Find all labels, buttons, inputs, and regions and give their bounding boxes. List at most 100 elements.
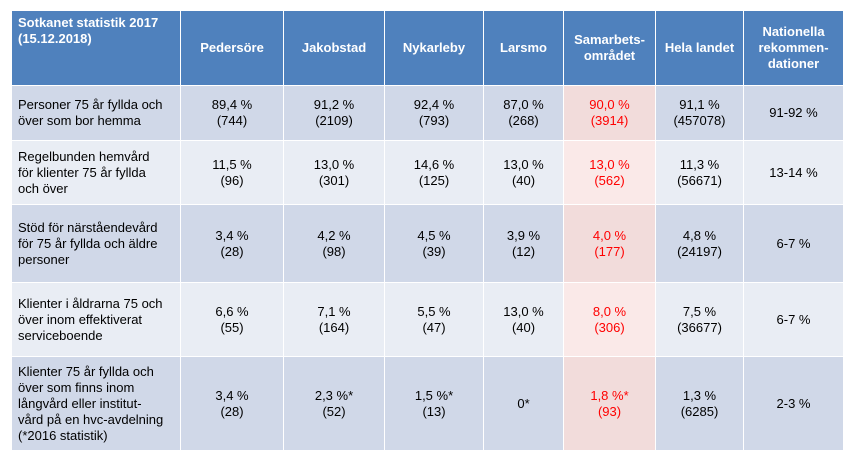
cell-value-line: (2109): [315, 113, 353, 128]
row-label-line: över som bor hemma: [18, 113, 141, 128]
row-label-line: och över: [18, 180, 68, 196]
statistics-table-wrapper: Sotkanet statistik 2017 (15.12.2018) Peder…: [11, 10, 844, 451]
cell-value-line: (24197): [677, 243, 722, 259]
table-row: Personer 75 år fyllda och över som bor he…: [11, 85, 844, 141]
table-title-line: Sotkanet statistik 2017: [18, 15, 159, 30]
table-cell: 5,5 % (47): [384, 282, 484, 357]
table-cell: 2-3 %: [743, 356, 844, 451]
column-header-line: Nykarleby: [402, 40, 466, 55]
table-cell: 2,3 %* (52): [283, 356, 385, 451]
table-cell: 92,4 % (793): [384, 85, 484, 141]
table-cell: 6-7 %: [743, 282, 844, 357]
cell-value-line: (744): [216, 113, 248, 128]
cell-value-line: (52): [322, 403, 346, 419]
row-label: Klienter 75 år fyllda och över som finns …: [11, 356, 181, 451]
row-label-line: över som finns inom: [18, 379, 135, 395]
table-cell: 91,2 % (2109): [283, 85, 385, 141]
cell-value-line: 14,6 %: [413, 156, 455, 172]
cell-value-line: 1,3 %: [682, 387, 717, 403]
table-row: Klienter 75 år fyllda och över som finns …: [11, 356, 844, 451]
cell-value-line: 8,0 %: [592, 303, 627, 319]
cell-value-line: 90,0 %: [589, 97, 630, 112]
cell-value-line: (98): [322, 243, 346, 259]
table-cell: 8,0 % (306): [563, 282, 656, 357]
cell-value-line: (39): [422, 243, 446, 259]
cell-value-line: (13): [422, 403, 446, 419]
table-cell: 91-92 %: [743, 85, 844, 141]
cell-value-line: 6-7 %: [776, 235, 811, 251]
cell-value-line: 4,0 %: [592, 227, 627, 243]
table-row: Regelbunden hemvård för klienter 75 år fy…: [11, 140, 844, 205]
cell-value-line: 4,2 %: [317, 227, 351, 243]
column-header-line: Larsmo: [500, 40, 547, 55]
statistics-table: Sotkanet statistik 2017 (15.12.2018) Peder…: [11, 10, 844, 451]
row-label-line: för 75 år fyllda och äldre: [18, 235, 158, 251]
cell-value-line: (55): [220, 319, 244, 335]
cell-value-line: (40): [511, 172, 536, 188]
table-cell: 7,5 % (36677): [655, 282, 744, 357]
table-cell: 1,8 %* (93): [563, 356, 656, 451]
table-row: Klienter i åldrarna 75 och över inom effe…: [11, 282, 844, 357]
cell-value-line: 4,8 %: [682, 227, 717, 243]
table-cell: 13,0 % (40): [483, 282, 564, 357]
column-header: Nykarleby: [384, 10, 484, 86]
table-cell: 6,6 % (55): [180, 282, 284, 357]
column-header-line: Jakobstad: [301, 40, 367, 55]
cell-value-line: (6285): [680, 403, 719, 419]
row-label-line: personer: [18, 251, 70, 267]
cell-value-line: (93): [597, 403, 622, 419]
column-header: Nationella rekommen-dationer: [743, 10, 844, 86]
cell-value-line: 91,1 %: [679, 97, 720, 112]
cell-value-line: 3,4 %: [215, 387, 249, 403]
cell-value-line: (3914): [590, 113, 629, 128]
cell-value-line: 2-3 %: [776, 395, 811, 411]
cell-value-line: 1,8 %*: [590, 387, 629, 403]
table-title-header: Sotkanet statistik 2017 (15.12.2018): [11, 10, 181, 86]
cell-value-line: 91-92 %: [769, 105, 818, 120]
table-cell: 3,4 % (28): [180, 356, 284, 451]
cell-value-line: (56671): [677, 172, 722, 188]
cell-value-line: 7,5 %: [682, 303, 717, 319]
row-label-line: serviceboende: [18, 327, 103, 343]
table-cell: 89,4 % (744): [180, 85, 284, 141]
table-cell: 4,2 % (98): [283, 204, 385, 283]
table-cell: 0*: [483, 356, 564, 451]
table-cell: 13,0 % (301): [283, 140, 385, 205]
cell-value-line: 13,0 %: [589, 156, 630, 172]
cell-value-line: (301): [318, 172, 350, 188]
column-header: Hela landet: [655, 10, 744, 86]
cell-value-line: 87,0 %: [503, 97, 544, 112]
table-cell: 14,6 % (125): [384, 140, 484, 205]
row-label-line: Stöd för närståendevård: [18, 219, 158, 235]
column-header: Larsmo: [483, 10, 564, 86]
cell-value-line: (40): [511, 319, 536, 335]
table-cell: 3,9 % (12): [483, 204, 564, 283]
cell-value-line: 3,9 %: [506, 227, 541, 243]
table-header-row: Sotkanet statistik 2017 (15.12.2018) Peder…: [11, 10, 844, 86]
column-header: Jakobstad: [283, 10, 385, 86]
cell-value-line: 5,5 %: [417, 303, 451, 319]
column-header-line: Pedersöre: [200, 40, 264, 55]
table-body: Personer 75 år fyllda och över som bor he…: [11, 85, 844, 451]
cell-value-line: (36677): [677, 319, 722, 335]
cell-value-line: (457078): [673, 113, 726, 128]
table-cell: 91,1 % (457078): [655, 85, 744, 141]
cell-value-line: 2,3 %*: [314, 387, 354, 403]
cell-value-line: 0*: [517, 395, 530, 411]
cell-value-line: (96): [220, 172, 244, 188]
cell-value-line: (562): [594, 172, 625, 188]
row-label: Klienter i åldrarna 75 och över inom effe…: [11, 282, 181, 357]
cell-value-line: 4,5 %: [417, 227, 451, 243]
cell-value-line: (793): [418, 113, 450, 128]
table-cell: 4,8 % (24197): [655, 204, 744, 283]
cell-value-line: (12): [511, 243, 536, 259]
row-label-line: Klienter 75 år fyllda och: [18, 363, 154, 379]
table-title-line: (15.12.2018): [18, 31, 92, 46]
column-header-line: området: [583, 48, 636, 63]
cell-value-line: 13,0 %: [503, 303, 544, 319]
cell-value-line: (164): [318, 319, 350, 335]
row-label-line: vård på en hvc-avdelning: [18, 411, 164, 427]
column-header-line: Nationella: [762, 24, 825, 39]
column-header-line: Hela landet: [664, 40, 735, 55]
row-label-line: Personer 75 år fyllda och: [18, 97, 163, 112]
